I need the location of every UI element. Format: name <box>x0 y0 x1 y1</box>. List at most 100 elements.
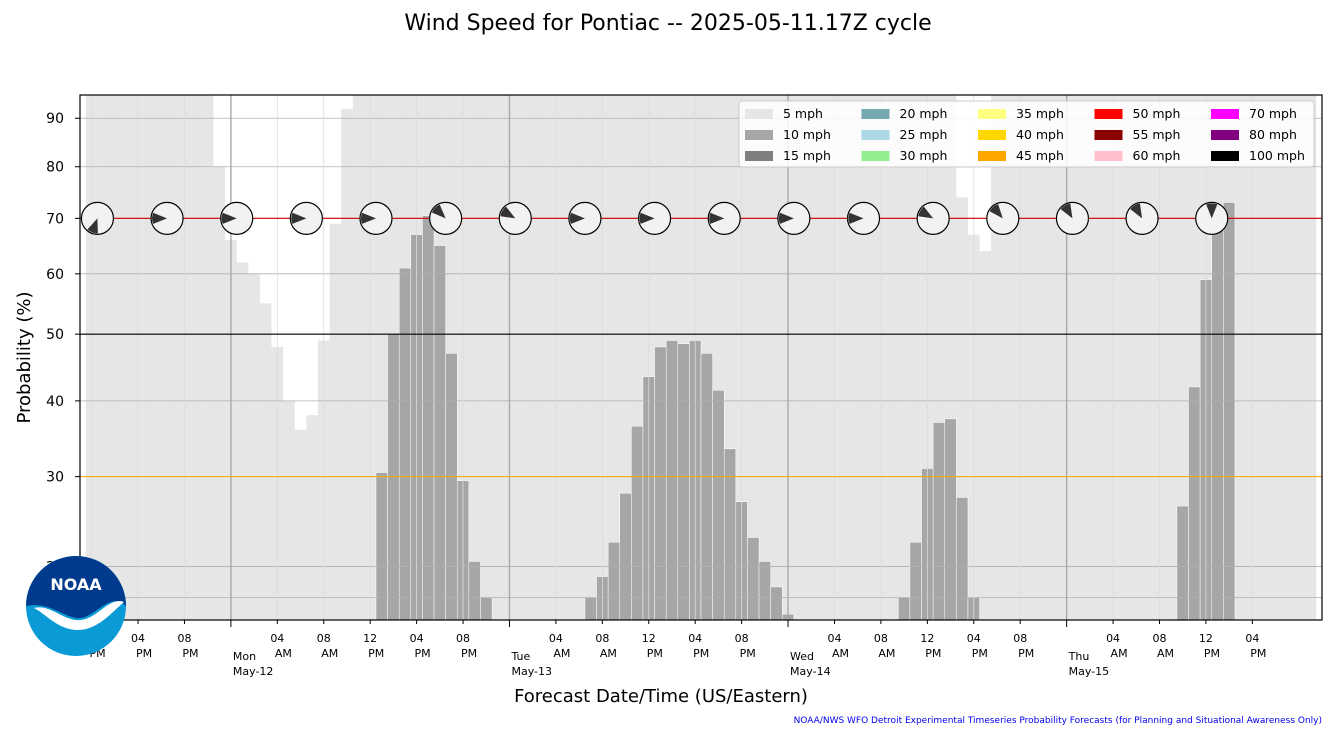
x-tick-label-ampm: PM <box>925 647 941 660</box>
legend-label: 70 mph <box>1249 106 1297 121</box>
wind-direction-marker <box>916 201 950 235</box>
bar-5mph <box>1072 95 1085 620</box>
bar-5mph <box>712 95 725 620</box>
x-tick-label: 04 <box>1106 632 1120 645</box>
legend-label: 15 mph <box>783 148 831 163</box>
x-day-label: May-12 <box>233 665 274 678</box>
wind-direction-markers <box>80 201 1229 235</box>
bar-10mph <box>445 353 458 621</box>
x-tick-label: 04 <box>549 632 563 645</box>
legend-swatch <box>978 109 1006 119</box>
marker-wedge <box>1060 203 1073 219</box>
x-tick-label-ampm: AM <box>1111 647 1128 660</box>
wind-direction-marker <box>846 201 881 235</box>
bar-5mph <box>805 95 818 620</box>
bar-5mph <box>236 262 249 620</box>
wind-direction-marker <box>150 201 184 235</box>
marker-wedge <box>1130 203 1143 219</box>
bar-5mph <box>956 197 968 620</box>
bar-5mph <box>573 95 585 620</box>
marker-wedge <box>848 212 864 224</box>
bar-10mph <box>898 597 911 621</box>
x-day-label: Wed <box>790 650 814 663</box>
bar-5mph <box>375 95 388 620</box>
bar-5mph <box>201 95 214 620</box>
bar-5mph <box>608 95 620 620</box>
bar-10mph <box>619 492 632 621</box>
bar-5mph <box>759 95 771 620</box>
bar-5mph <box>259 303 272 620</box>
x-tick-label: 08 <box>1152 632 1166 645</box>
bar-10mph <box>909 541 922 621</box>
bar-5mph <box>898 95 910 620</box>
bar-5mph <box>1165 95 1177 620</box>
bar-5mph <box>109 95 121 620</box>
wind-direction-marker <box>498 201 532 235</box>
bar-5mph <box>1304 95 1317 620</box>
bar-10mph <box>944 418 957 621</box>
bar-5mph <box>1026 95 1038 620</box>
x-tick-label: 04 <box>131 632 145 645</box>
logo-text: NOAA <box>50 575 102 594</box>
x-tick-label-ampm: PM <box>1250 647 1266 660</box>
bar-10mph <box>398 267 412 621</box>
x-tick-label-ampm: PM <box>1018 647 1034 660</box>
bar-5mph <box>1281 95 1293 620</box>
x-tick-label: 04 <box>1245 632 1259 645</box>
marker-wedge <box>778 212 794 224</box>
noaa-logo: NOAA <box>26 556 126 656</box>
wind-direction-marker <box>986 201 1020 235</box>
x-day-label: May-14 <box>790 665 831 678</box>
legend-label: 55 mph <box>1133 127 1181 142</box>
bar-10mph <box>433 245 446 621</box>
bar-5mph <box>167 95 179 620</box>
x-tick-label: 08 <box>317 632 331 645</box>
bar-5mph <box>724 95 736 620</box>
x-axis-label: Forecast Date/Time (US/Eastern) <box>514 686 808 707</box>
legend-swatch <box>1211 109 1239 119</box>
bar-10mph <box>468 561 481 621</box>
wind-direction-marker <box>777 201 811 235</box>
wind-direction-marker <box>80 201 115 235</box>
x-tick-label-ampm: AM <box>600 647 617 660</box>
bar-5mph <box>1142 95 1154 620</box>
bar-5mph <box>979 251 992 620</box>
bar-5mph <box>120 95 133 620</box>
marker-wedge <box>500 206 516 219</box>
legend-label: 60 mph <box>1133 148 1181 163</box>
x-tick-label: 08 <box>735 632 749 645</box>
legend-label: 50 mph <box>1133 106 1181 121</box>
bar-5mph <box>793 95 806 620</box>
x-tick-label: 12 <box>920 632 934 645</box>
x-tick-label-ampm: PM <box>415 647 431 660</box>
bar-10mph <box>631 425 644 621</box>
bar-5mph <box>1258 95 1270 620</box>
marker-wedge <box>360 212 376 224</box>
reference-lines <box>80 217 1322 478</box>
x-tick-label-ampm: PM <box>972 647 988 660</box>
bar-10mph <box>1176 505 1189 621</box>
bar-10mph <box>956 497 969 621</box>
marker-wedge <box>639 212 655 224</box>
x-tick-label: 12 <box>1199 632 1213 645</box>
x-tick-label-ampm: AM <box>878 647 895 660</box>
bar-5mph <box>1130 95 1143 620</box>
x-tick-label: 08 <box>874 632 888 645</box>
legend-swatch <box>745 151 773 161</box>
x-tick-label-ampm: PM <box>740 647 756 660</box>
marker-wedge <box>431 204 446 219</box>
bar-5mph <box>561 95 574 620</box>
bar-5mph <box>747 95 760 620</box>
marker-wedge <box>291 212 307 224</box>
y-tick-label: 30 <box>46 470 64 486</box>
legend-swatch <box>1211 130 1239 140</box>
bar-10mph <box>607 541 620 621</box>
y-tick-label: 90 <box>46 111 64 127</box>
x-tick-label: 04 <box>688 632 702 645</box>
bar-5mph <box>584 95 597 620</box>
bar-5mph <box>1292 95 1305 620</box>
bar-5mph <box>248 273 260 620</box>
logo-wave <box>34 600 124 630</box>
bar-10mph <box>712 390 725 621</box>
bar-5mph <box>1188 95 1201 620</box>
